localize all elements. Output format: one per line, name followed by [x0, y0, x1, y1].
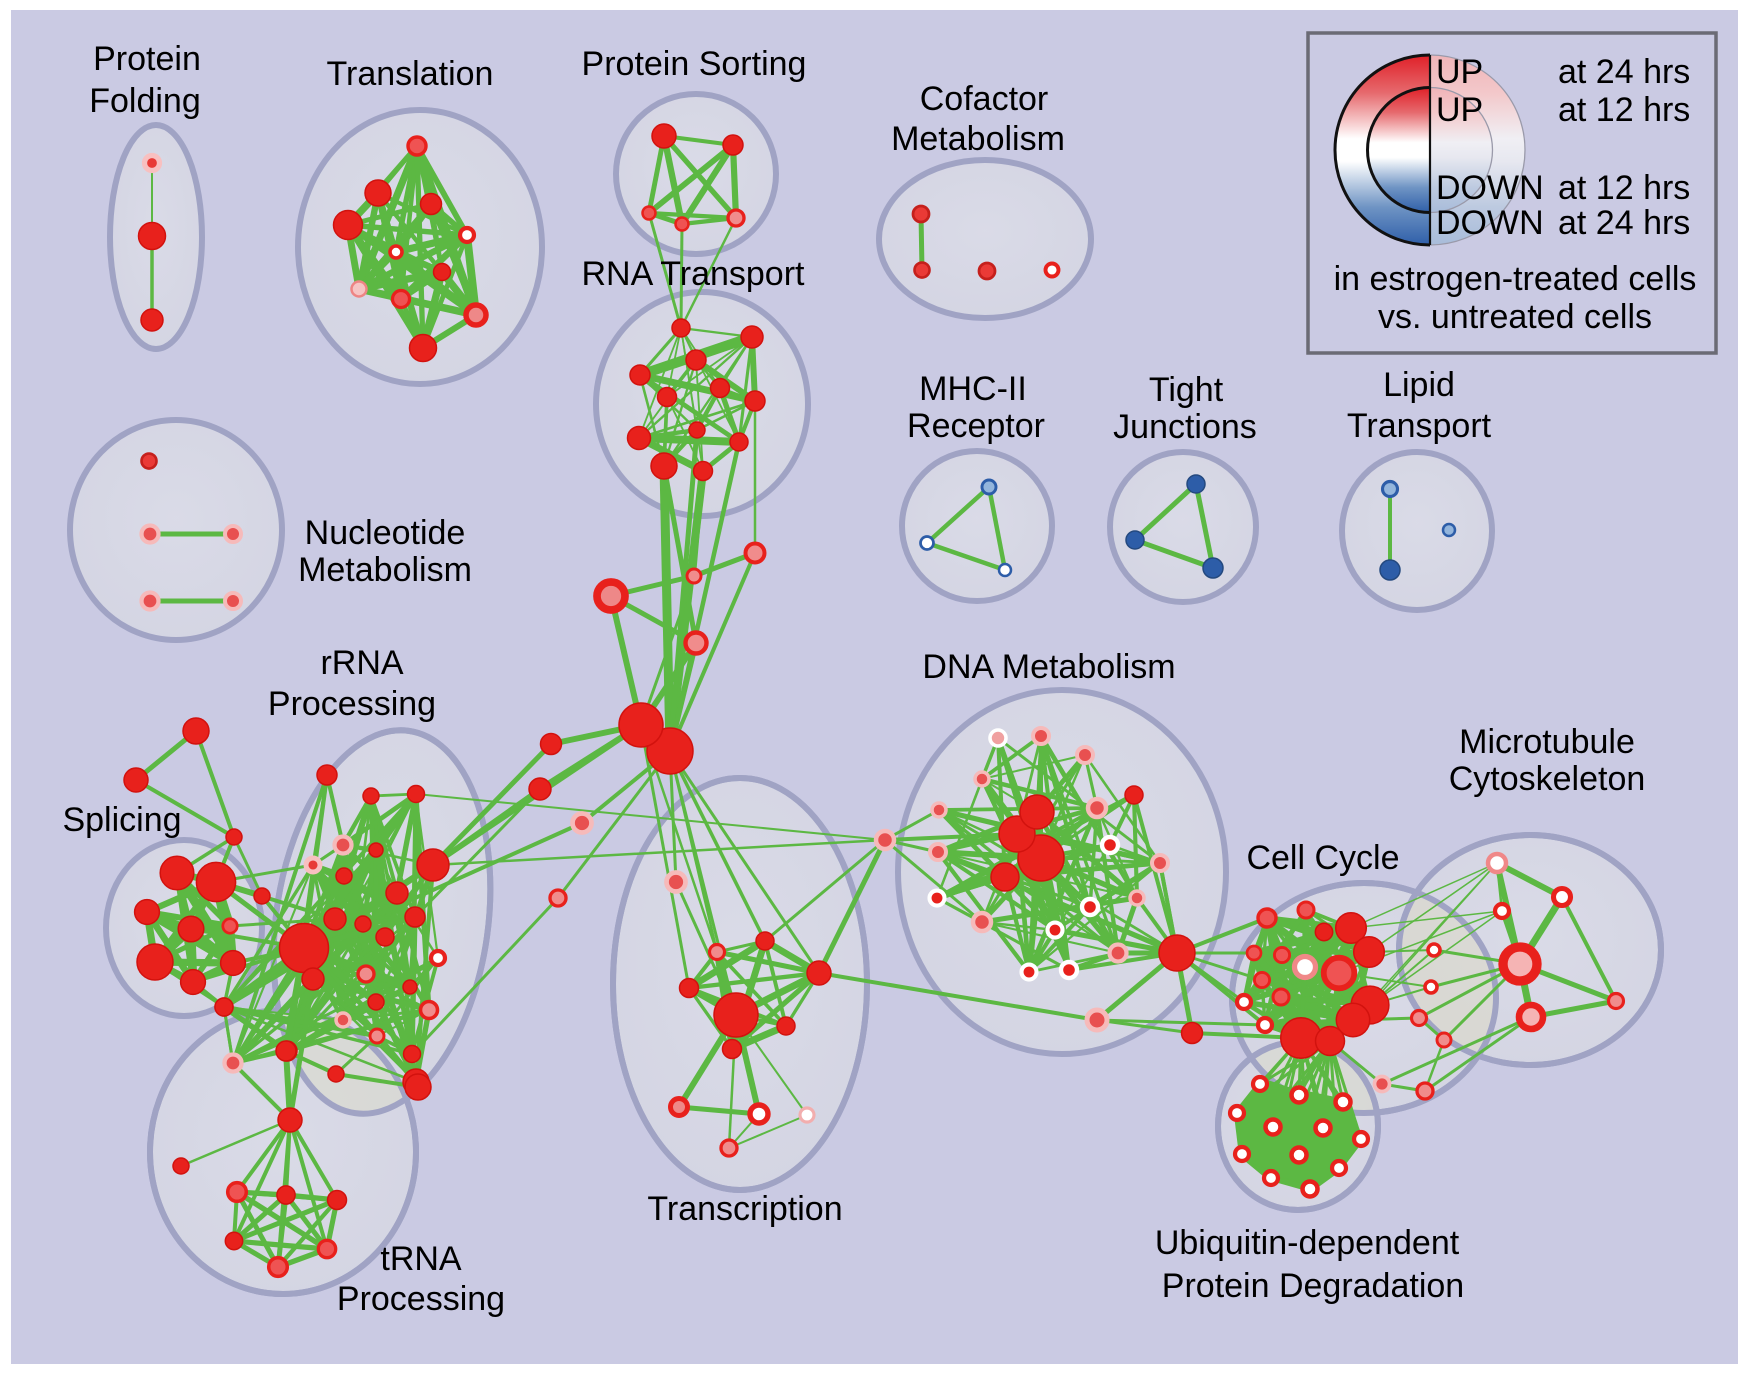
- svg-text:Folding: Folding: [89, 82, 201, 120]
- svg-text:Lipid: Lipid: [1383, 366, 1455, 404]
- svg-text:at 12 hrs: at 12 hrs: [1558, 169, 1690, 207]
- svg-text:Junctions: Junctions: [1113, 408, 1257, 446]
- svg-text:UP: UP: [1436, 91, 1483, 129]
- svg-text:Cell Cycle: Cell Cycle: [1246, 839, 1399, 877]
- svg-text:Receptor: Receptor: [907, 407, 1045, 445]
- svg-text:at 24 hrs: at 24 hrs: [1558, 204, 1690, 242]
- svg-text:UP: UP: [1436, 53, 1483, 91]
- svg-text:tRNA: tRNA: [380, 1240, 462, 1278]
- svg-text:Processing: Processing: [268, 685, 436, 723]
- svg-text:Nucleotide: Nucleotide: [305, 514, 466, 552]
- svg-text:at 12 hrs: at 12 hrs: [1558, 91, 1690, 129]
- svg-text:Cytoskeleton: Cytoskeleton: [1449, 760, 1646, 798]
- svg-text:Tight: Tight: [1149, 371, 1224, 409]
- svg-text:Metabolism: Metabolism: [891, 120, 1065, 158]
- svg-text:RNA Transport: RNA Transport: [582, 255, 806, 293]
- svg-text:MHC-II: MHC-II: [919, 370, 1027, 408]
- svg-text:DOWN: DOWN: [1436, 169, 1544, 207]
- svg-text:Metabolism: Metabolism: [298, 551, 472, 589]
- svg-text:DNA Metabolism: DNA Metabolism: [922, 648, 1175, 686]
- svg-text:Processing: Processing: [337, 1280, 505, 1318]
- svg-text:Protein Sorting: Protein Sorting: [582, 45, 807, 83]
- svg-text:in estrogen-treated cells: in estrogen-treated cells: [1334, 260, 1697, 298]
- svg-text:Transport: Transport: [1347, 407, 1492, 445]
- svg-text:Ubiquitin-dependent: Ubiquitin-dependent: [1155, 1224, 1460, 1262]
- svg-text:rRNA: rRNA: [320, 644, 403, 682]
- svg-text:Transcription: Transcription: [647, 1190, 842, 1228]
- svg-text:Cofactor: Cofactor: [920, 80, 1049, 118]
- svg-text:Protein: Protein: [93, 40, 201, 78]
- svg-text:DOWN: DOWN: [1436, 204, 1544, 242]
- svg-text:Protein Degradation: Protein Degradation: [1162, 1267, 1464, 1305]
- svg-text:Splicing: Splicing: [62, 801, 181, 839]
- svg-text:at 24 hrs: at 24 hrs: [1558, 53, 1690, 91]
- svg-text:Microtubule: Microtubule: [1459, 723, 1635, 761]
- svg-text:vs. untreated cells: vs. untreated cells: [1378, 298, 1652, 336]
- svg-text:Translation: Translation: [327, 55, 494, 93]
